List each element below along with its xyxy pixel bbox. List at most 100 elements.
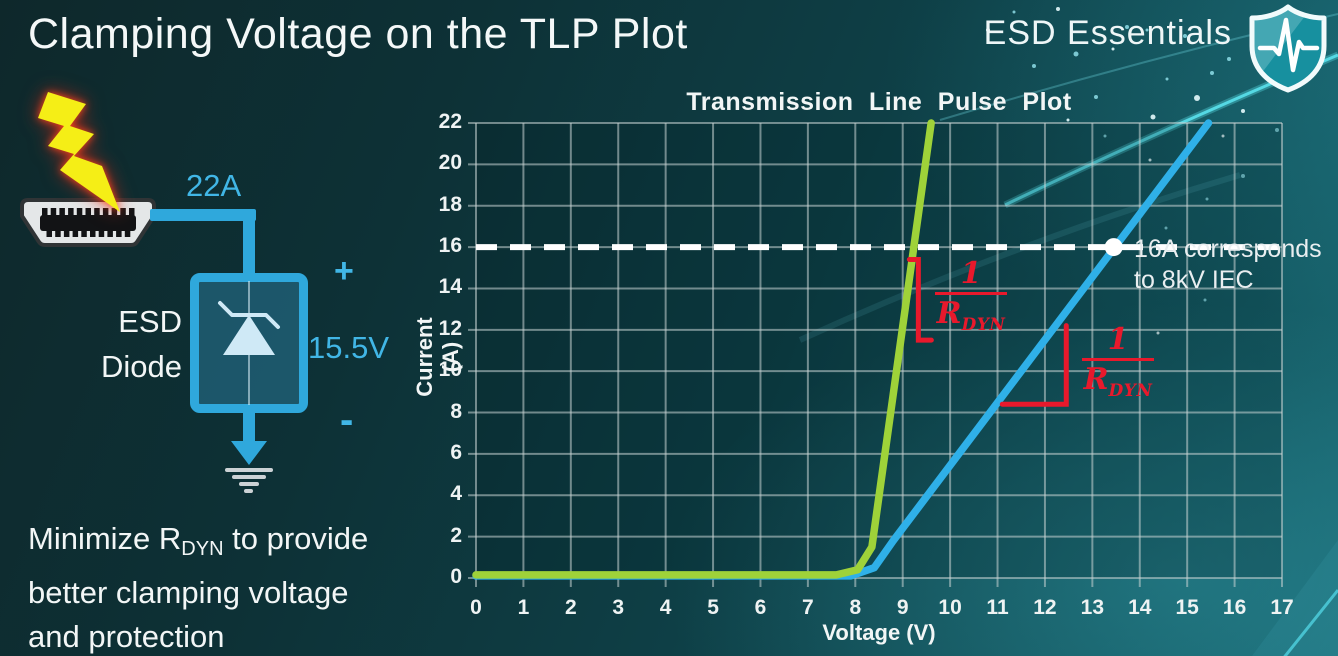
sparkle-dot: [1012, 10, 1016, 14]
sparkle-dot: [1194, 95, 1200, 101]
clamp-voltage-label: 15.5V: [308, 330, 390, 365]
rdyn-fraction-green: 1 RDYN: [925, 259, 1017, 342]
connector-pin: [42, 208, 48, 216]
connector-pin: [116, 229, 122, 237]
connector-pin: [90, 229, 96, 237]
x-tick-label: 9: [896, 596, 909, 619]
ground-bar: [232, 475, 266, 479]
connector-pins: [42, 208, 135, 237]
fraction-numerator: 1: [960, 256, 982, 291]
connector-pin: [59, 208, 65, 216]
connector-pin: [63, 229, 70, 237]
sparkle-dot: [986, 28, 990, 32]
fraction-denominator: RDYN: [925, 297, 1017, 342]
sparkle-dot: [1241, 109, 1245, 113]
sparkle-dot: [1275, 128, 1279, 132]
fraction-numerator: 1: [1107, 322, 1129, 357]
shield-pulse-icon: [1249, 4, 1327, 93]
sparkle-dot: [1227, 57, 1231, 61]
x-tick-label: 11: [986, 596, 1009, 619]
connector-pin: [102, 208, 109, 216]
rdyn-r: R: [936, 296, 962, 331]
y-tick-label: 12: [438, 316, 462, 340]
y-tick-label: 14: [438, 275, 462, 299]
sparkle-dot: [1205, 197, 1209, 201]
zener-cathode: [218, 301, 280, 329]
x-tick-label: 1: [517, 596, 530, 619]
y-tick-label: 18: [438, 192, 462, 216]
x-tick-label: 2: [564, 596, 577, 619]
x-tick-label: 16: [1222, 596, 1247, 619]
sparkle-dot: [1056, 7, 1060, 11]
connector-pin: [46, 229, 52, 237]
connector-pin: [111, 208, 118, 216]
y-tick-label: 16: [438, 234, 462, 258]
x-tick-label: 12: [1033, 596, 1057, 619]
connector-pin: [85, 208, 91, 216]
pulse-line: [1257, 17, 1320, 73]
rdyn-subscript: DYN: [1108, 381, 1153, 401]
sparkle-dot: [1032, 64, 1036, 68]
connector-pin: [107, 229, 113, 237]
x-tick-label: 6: [754, 596, 767, 619]
sparkle-dot: [1165, 77, 1169, 81]
x-tick-label: 13: [1080, 596, 1105, 619]
y-tick-label: 22: [438, 109, 462, 133]
connector-pin: [124, 229, 131, 237]
marker-label-line2: to 8kV IEC: [1134, 266, 1254, 294]
sparkle-dot: [1125, 25, 1129, 29]
x-tick-label: 0: [470, 596, 482, 619]
y-tick-label: 8: [450, 399, 462, 423]
note-line1-post: to provide: [223, 521, 369, 556]
note-rdyn-subscript: DYN: [181, 538, 224, 560]
sparkle-dot: [1183, 34, 1187, 38]
connector-cavity: [40, 215, 136, 231]
x-tick-label: 14: [1128, 596, 1152, 619]
lightning-icon: [38, 92, 120, 212]
polarity-minus-label: -: [340, 398, 354, 442]
zener-diode-icon: [218, 281, 280, 405]
connector-pin: [98, 229, 105, 237]
y-tick-label: 2: [450, 523, 462, 547]
lightning-bolt: [38, 92, 120, 212]
connector-pin: [120, 208, 126, 216]
tlp-curve-low-rdyn-esd-diode: [472, 119, 935, 579]
note-line1: Minimize RDYN to provide: [28, 517, 368, 571]
corner-swoosh: [1283, 589, 1338, 656]
chart-title: Transmission Line Pulse Plot: [686, 88, 1072, 116]
y-tick-label: 6: [450, 440, 462, 464]
rdyn-r: R: [1083, 362, 1109, 397]
polarity-plus-label: +: [334, 252, 354, 290]
wire-vertical: [243, 209, 255, 275]
ground-bar: [225, 468, 273, 472]
slope-bracket-green: [906, 256, 934, 343]
sparkle-dot: [1148, 158, 1152, 162]
brand-title: ESD Essentials: [983, 14, 1232, 52]
corner-sheen: [1252, 540, 1338, 656]
ground-bar: [244, 489, 253, 493]
sparkle-dot: [1241, 174, 1245, 178]
connector-pin: [50, 208, 57, 216]
marker-label: 16A corresponds to 8kV IEC: [1134, 234, 1322, 296]
fraction-bar: [935, 292, 1007, 295]
marker-label-line1: 16A corresponds: [1134, 235, 1322, 263]
sparkle-dot: [1156, 331, 1160, 335]
connector-pin: [76, 208, 83, 216]
ground-bar: [239, 482, 259, 486]
sparkle-dot: [1073, 51, 1079, 57]
fraction-bar: [1082, 358, 1154, 361]
sparkle-dot: [1164, 226, 1168, 230]
page-title: Clamping Voltage on the TLP Plot: [28, 10, 688, 58]
esd-diode-label: ESD Diode: [76, 299, 182, 389]
surge-current-label: 22A: [186, 168, 242, 203]
x-tick-label: 3: [612, 596, 625, 619]
connector-pin: [94, 208, 100, 216]
shield-sheen: [1252, 7, 1305, 74]
x-tick-label: 15: [1175, 596, 1199, 619]
esd-label-line1: ESD: [118, 304, 182, 339]
x-axis-label: Voltage (V): [822, 620, 936, 645]
connector-pin: [55, 229, 61, 237]
x-tick-label: 8: [849, 596, 862, 619]
esd-label-line2: Diode: [101, 349, 182, 384]
